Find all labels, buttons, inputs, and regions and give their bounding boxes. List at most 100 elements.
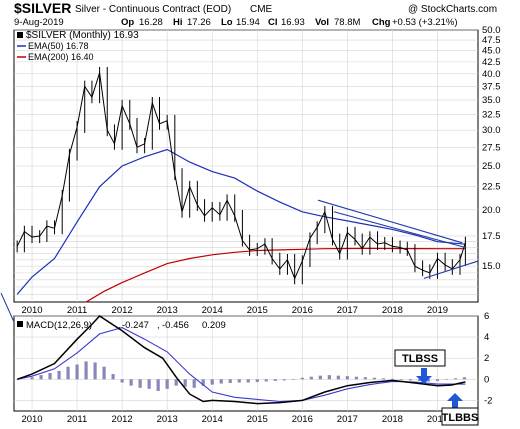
price-gridlines — [14, 29, 478, 302]
macd-histogram-bar — [165, 379, 169, 389]
macd-legend-macd: -0.247 — [122, 320, 149, 331]
macd-histogram-bar — [282, 379, 286, 381]
quote-close-value: 16.93 — [281, 17, 305, 28]
macd-histogram-bar — [462, 377, 467, 380]
tlbbs-annotation: TLBBS — [441, 393, 479, 426]
macd-histogram-bar — [174, 379, 178, 386]
macd-legend-label: MACD(12,26,9) — [26, 320, 92, 331]
price-y-axis: 15.0 17.5 20.0 22.5 25.0 27.5 30.0 32.5 35.0 37.5… — [482, 25, 501, 272]
macd-histogram-bar — [129, 379, 133, 386]
macd-histogram-bar — [453, 378, 458, 380]
macd-histogram-bar — [327, 375, 331, 380]
macd-histogram-bar — [120, 379, 124, 383]
chart-symbol: $SILVER — [14, 0, 71, 16]
macd-histogram-bar — [111, 374, 115, 380]
macd-histogram-bar — [219, 379, 223, 384]
trendline — [333, 211, 466, 249]
quote-volume-value: 78.8M — [334, 17, 360, 28]
price-close-line — [16, 72, 466, 280]
macd-histogram-bar — [291, 379, 295, 380]
quote-change-label: Chg — [372, 17, 391, 28]
macd-histogram-group — [30, 361, 467, 391]
legend-price-text: $SILVER (Monthly) 16.93 — [26, 30, 139, 41]
tlbss-arrow-icon — [416, 368, 432, 384]
copyright-text: @ StockCharts.com — [408, 4, 497, 15]
macd-histogram-bar — [48, 373, 52, 380]
price-x-tick-label: 2018 — [382, 305, 403, 316]
macd-histogram-bar — [390, 378, 395, 380]
macd-histogram-bar — [255, 379, 259, 382]
macd-histogram-bar — [309, 376, 313, 380]
macd-y-tick-label: -2 — [484, 395, 492, 406]
macd-histogram-bar — [399, 379, 404, 380]
macd-x-tick-label: 2019 — [427, 414, 448, 425]
macd-histogram-bar — [381, 378, 385, 380]
price-y-tick-label: 42.5 — [482, 57, 501, 68]
price-y-tick-label: 37.5 — [482, 81, 501, 92]
trendline — [423, 260, 479, 279]
macd-histogram-bar — [228, 379, 232, 384]
ema50-line — [16, 148, 466, 295]
tlbss-label: TLBSS — [402, 353, 438, 365]
chart-date: 9-Aug-2019 — [14, 17, 64, 28]
macd-y-tick-label: 0 — [484, 374, 489, 385]
price-x-tick-label: 2017 — [337, 305, 358, 316]
price-y-tick-label: 17.5 — [482, 231, 501, 242]
quote-close-label: Cl — [268, 17, 278, 28]
macd-histogram-bar — [93, 362, 97, 380]
tlbbs-label: TLBBS — [442, 412, 479, 424]
price-y-tick-label: 25.0 — [482, 161, 501, 172]
macd-x-tick-label: 2010 — [21, 414, 42, 425]
price-panel: 15.0 17.5 20.0 22.5 25.0 27.5 30.0 32.5 35.0 37.5… — [13, 25, 501, 316]
price-y-tick-label: 30.0 — [482, 125, 501, 136]
macd-x-tick-label: 2014 — [202, 414, 223, 425]
macd-histogram-bar — [318, 375, 322, 380]
price-x-tick-label: 2013 — [157, 305, 178, 316]
price-y-tick-label: 27.5 — [482, 142, 501, 153]
macd-gridlines — [14, 315, 478, 411]
quote-open-value: 16.28 — [139, 17, 163, 28]
tlbss-annotation: TLBSS — [394, 349, 446, 384]
macd-histogram-bar — [246, 379, 250, 383]
macd-histogram-bar — [102, 366, 106, 380]
price-x-axis: 2010 2011 2012 2013 2014 2015 2016 2017 2018 2019 — [21, 305, 448, 316]
price-y-tick-label: 22.5 — [482, 182, 501, 193]
macd-histogram-bar — [84, 361, 88, 380]
macd-histogram-bar — [39, 375, 43, 380]
price-y-tick-label: 20.0 — [482, 205, 501, 216]
macd-y-tick-label: 2 — [484, 353, 489, 364]
price-y-tick-label: 15.0 — [482, 261, 501, 272]
macd-x-axis: 2010 2011 2012 2013 2014 2015 2016 2017 2018 2019 — [21, 414, 448, 425]
macd-histogram-bar — [372, 377, 376, 380]
price-x-tick-label: 2011 — [67, 305, 87, 316]
price-y-tick-label: 40.0 — [482, 69, 501, 80]
macd-line — [16, 315, 466, 405]
macd-histogram-bar — [156, 379, 160, 391]
quote-volume-label: Vol — [315, 17, 329, 28]
macd-histogram-bar — [138, 379, 142, 388]
quote-low-label: Lo — [221, 17, 233, 28]
macd-histogram-bar — [75, 364, 79, 380]
macd-histogram-bar — [237, 379, 241, 383]
price-x-tick-label: 2016 — [292, 305, 313, 316]
macd-histogram-bar — [192, 379, 196, 388]
price-x-tick-label: 2012 — [112, 305, 133, 316]
macd-x-tick-label: 2013 — [157, 414, 178, 425]
legend-price-swatch — [17, 32, 23, 38]
price-y-tick-label: 32.5 — [482, 110, 501, 121]
macd-histogram-bar — [57, 370, 61, 380]
chart-description: Silver - Continuous Contract (EOD) — [75, 4, 231, 15]
macd-histogram-bar — [444, 379, 449, 380]
macd-histogram-bar — [201, 379, 205, 386]
tlbbs-arrow-icon — [447, 393, 463, 408]
macd-lines-group — [16, 315, 466, 405]
macd-y-tick-label: 6 — [484, 311, 489, 322]
macd-histogram-bar — [435, 379, 440, 381]
tlbbs-box — [441, 407, 479, 426]
macd-y-tick-label: 4 — [484, 332, 489, 343]
macd-histogram-bar — [336, 375, 340, 380]
macd-histogram-bar — [354, 376, 358, 380]
macd-histogram-bar — [426, 379, 431, 382]
